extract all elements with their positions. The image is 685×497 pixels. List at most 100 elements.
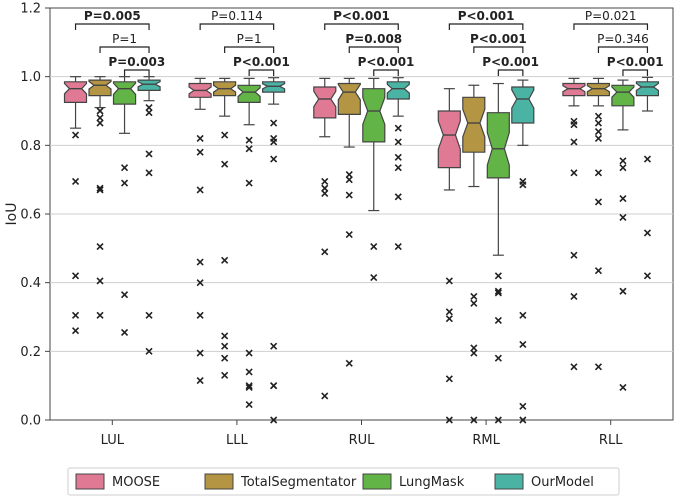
annotation-RML-1: P<0.001	[482, 55, 539, 76]
box-TotalSegmentator-RUL	[337, 77, 361, 367]
outlier-point	[445, 308, 453, 316]
outlier-point	[345, 231, 353, 239]
box-LungMask-LUL	[112, 76, 137, 337]
p-value-label: P<0.001	[482, 55, 539, 69]
outlier-point	[96, 119, 104, 127]
outlier-point	[445, 375, 453, 383]
outlier-point	[594, 112, 603, 120]
box-LungMask-RML	[486, 82, 510, 424]
annotation-LLL-2: P=1	[224, 32, 275, 53]
outlier-point	[221, 332, 229, 340]
outlier-point	[196, 258, 204, 266]
legend-swatch	[75, 473, 105, 490]
outlier-point	[196, 134, 204, 143]
legend-item-MOOSE: MOOSE	[75, 473, 160, 490]
outlier-point	[519, 402, 527, 410]
outlier-point	[96, 114, 104, 122]
box-TotalSegmentator-LUL	[88, 76, 112, 319]
box-MOOSE-RML	[437, 88, 461, 424]
outlier-point	[345, 359, 353, 367]
legend-swatch	[494, 473, 524, 490]
x-axis: LUL LLL RUL RML RLL	[101, 420, 623, 448]
outlier-point	[145, 347, 153, 355]
p-value-label: P=0.005	[84, 9, 141, 23]
annotation-bracket	[373, 69, 399, 76]
outlier-point	[519, 416, 527, 424]
outlier-point	[270, 138, 278, 146]
outlier-point	[494, 354, 502, 362]
y-tick-label: 1.0	[20, 70, 41, 85]
outlier-point	[345, 191, 353, 199]
p-value-label: P=1	[112, 32, 137, 46]
outlier-point	[394, 124, 402, 132]
outlier-point	[270, 119, 278, 127]
outlier-point	[519, 340, 527, 349]
annotation-RUL-3: P<0.001	[324, 9, 399, 30]
outlier-point	[71, 177, 80, 185]
annotation-RLL-3: P=0.021	[573, 9, 649, 30]
outlier-point	[270, 382, 278, 390]
outlier-point	[594, 128, 603, 136]
legend-swatch	[204, 473, 234, 490]
outlier-point	[643, 155, 652, 163]
outlier-point	[570, 363, 578, 371]
outlier-point	[120, 164, 129, 172]
box-MOOSE-RLL	[562, 77, 586, 371]
outlier-point	[570, 138, 578, 146]
annotation-bracket	[99, 46, 150, 53]
outlier-point	[494, 272, 502, 280]
outlier-point	[120, 328, 129, 337]
p-value-label: P<0.001	[458, 9, 515, 23]
box-body	[437, 110, 461, 169]
outlier-point	[494, 289, 502, 297]
outlier-point	[96, 277, 104, 285]
outlier-point	[394, 243, 402, 251]
box-MOOSE-RUL	[313, 77, 337, 400]
annotation-bracket	[497, 69, 524, 76]
outlier-point	[643, 272, 652, 280]
outlier-point	[594, 267, 603, 275]
outlier-point	[321, 392, 329, 400]
outlier-point	[145, 104, 153, 112]
box-body	[137, 79, 161, 92]
outlier-point	[71, 131, 80, 139]
outlier-point	[519, 311, 527, 319]
outlier-point	[245, 145, 253, 153]
outlier-point	[96, 243, 104, 251]
box-OurModel-LLL	[262, 77, 286, 424]
box-TotalSegmentator-RLL	[586, 77, 611, 371]
annotation-bracket	[74, 23, 150, 30]
outlier-point	[643, 229, 652, 237]
annotation-bracket	[622, 69, 649, 76]
box-body	[386, 81, 410, 100]
outlier-point	[470, 349, 478, 357]
outlier-point	[96, 184, 104, 192]
outlier-point	[321, 189, 329, 197]
box-body	[63, 81, 88, 104]
annotation-LUL-2: P=1	[99, 32, 150, 53]
outlier-point	[345, 170, 353, 179]
outlier-point	[470, 416, 478, 424]
outlier-point	[196, 376, 204, 385]
outlier-point	[619, 164, 627, 172]
outlier-point	[370, 273, 378, 282]
outlier-point	[445, 416, 453, 424]
outlier-point	[145, 109, 153, 117]
box-body	[362, 88, 386, 143]
box-body	[611, 84, 635, 107]
outlier-point	[221, 160, 229, 168]
outlier-point	[245, 382, 253, 390]
p-value-label: P<0.001	[233, 55, 290, 69]
y-tick-label: 0.4	[20, 276, 41, 291]
box-body	[313, 86, 337, 119]
legend-label: TotalSegmentator	[240, 475, 357, 490]
annotation-RML-3: P<0.001	[448, 9, 524, 30]
x-tick-label: LUL	[101, 433, 125, 448]
p-value-label: P<0.001	[607, 55, 664, 69]
box-LungMask-RUL	[362, 77, 386, 282]
outlier-point	[245, 400, 253, 409]
outlier-point	[570, 169, 578, 177]
outlier-point	[145, 150, 153, 158]
outlier-point	[619, 287, 627, 295]
outlier-point	[370, 243, 378, 251]
